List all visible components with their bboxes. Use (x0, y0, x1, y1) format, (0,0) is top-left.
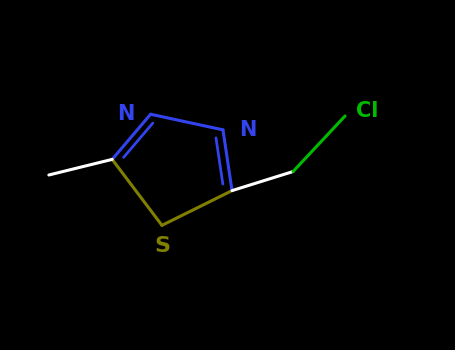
Text: N: N (117, 104, 135, 124)
Text: Cl: Cl (356, 101, 379, 121)
Text: N: N (239, 120, 256, 140)
Text: S: S (154, 236, 170, 256)
